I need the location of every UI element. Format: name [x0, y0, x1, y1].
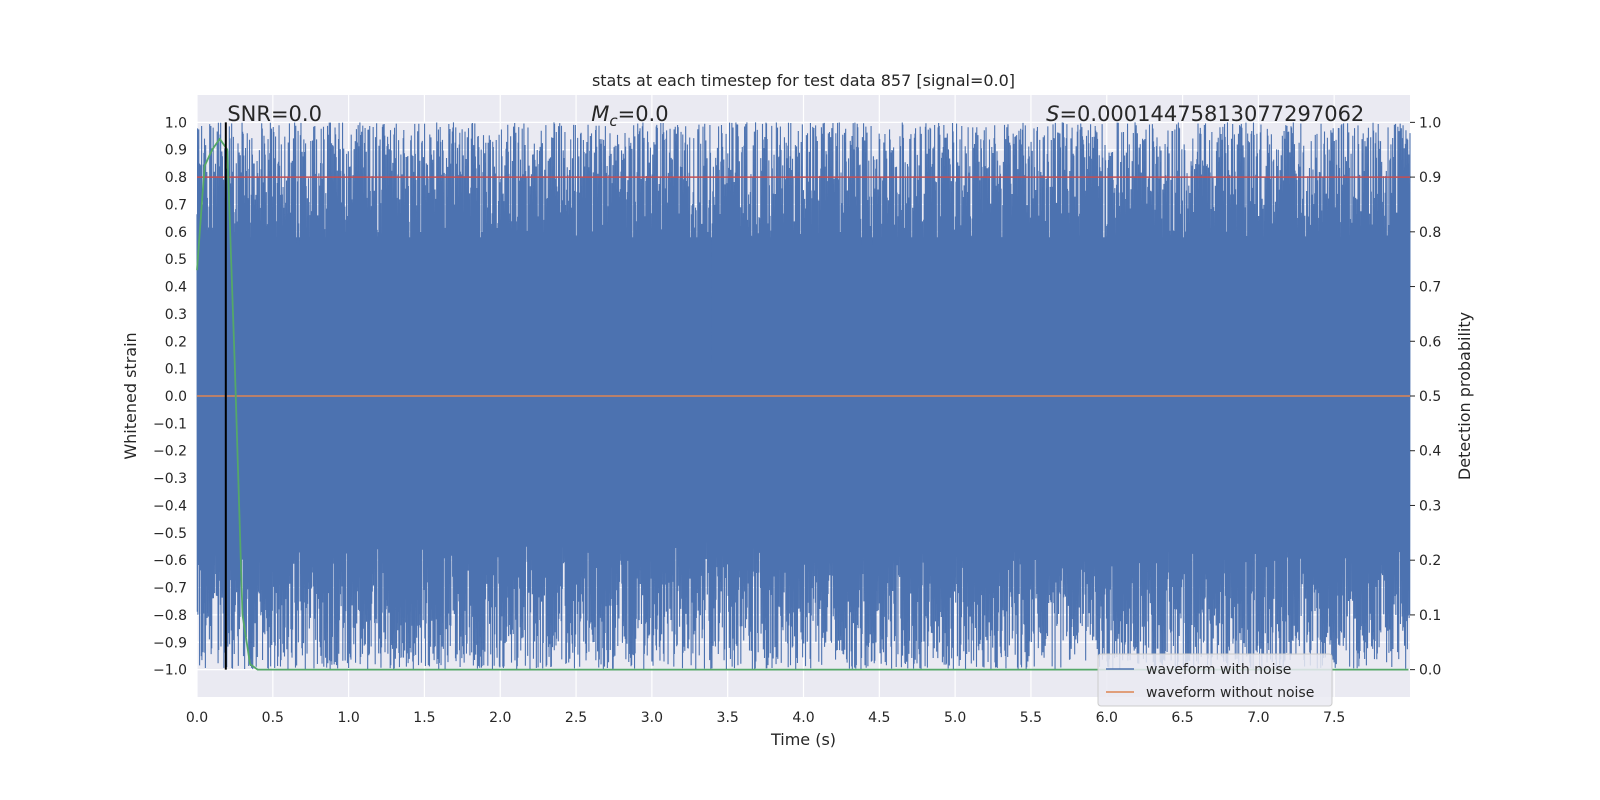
x-tick-label: 6.0: [1096, 710, 1118, 726]
y-left-tick-label: 0.3: [165, 307, 187, 323]
y-axis-right-title: Detection probability: [1455, 312, 1474, 480]
y-right-tick-label: 0.5: [1419, 389, 1441, 405]
y-right-tick-label: 0.1: [1419, 608, 1441, 624]
x-tick-label: 3.5: [717, 710, 739, 726]
chirp-mass-annotation: Mc=0.0: [591, 102, 668, 130]
y-left-tick-label: 0.7: [165, 197, 187, 213]
x-tick-label: 0.5: [262, 710, 284, 726]
y-left-tick-label: 0.6: [165, 225, 187, 241]
y-right-tick-label: 1.0: [1419, 115, 1441, 131]
x-tick-label: 0.0: [186, 710, 208, 726]
legend: waveform with noise waveform without noi…: [1097, 653, 1333, 707]
y-left-tick-label: −0.5: [153, 526, 187, 542]
x-tick-label: 7.5: [1323, 710, 1345, 726]
y-left-tick-label: −0.7: [153, 581, 187, 597]
y-left-tick-label: 0.5: [165, 252, 187, 268]
x-tick-label: 1.0: [337, 710, 359, 726]
y-right-tick-label: 0.6: [1419, 334, 1441, 350]
x-axis-title: Time (s): [770, 730, 836, 749]
x-tick-label: 4.5: [868, 710, 890, 726]
x-tick-label: 4.0: [792, 710, 814, 726]
chirp-mass-subscript: c: [609, 112, 618, 130]
y-right-tick-label: 0.9: [1419, 170, 1441, 186]
chirp-mass-symbol: M: [591, 102, 609, 126]
y-left-tick-label: 1.0: [165, 115, 187, 131]
y-left-tick-label: −0.1: [153, 416, 187, 432]
snr-annotation: SNR=0.0: [227, 102, 322, 126]
y-right-tick-label: 0.3: [1419, 498, 1441, 514]
y-left-tick-label: 0.4: [165, 280, 187, 296]
legend-box: [1097, 653, 1333, 707]
x-tick-label: 2.5: [565, 710, 587, 726]
y-left-tick-label: 0.9: [165, 143, 187, 159]
y-left-tick-label: 0.2: [165, 334, 187, 350]
y-left-tick-label: 0.0: [165, 389, 187, 405]
x-tick-label: 5.5: [1020, 710, 1042, 726]
s-annotation: S=0.00014475813077297062: [1046, 102, 1364, 126]
s-value: =0.00014475813077297062: [1059, 102, 1364, 126]
x-axis-ticks: 0.0 0.5 1.0 1.5 2.0 2.5 3.0 3.5 4.0 4.5 5.0 5.5 6.0 6…: [186, 710, 1345, 726]
y-left-tick-label: −0.9: [153, 635, 187, 651]
x-tick-label: 2.0: [489, 710, 511, 726]
y-right-tick-label: 0.7: [1419, 280, 1441, 296]
plot-area: [196, 122, 1411, 671]
y-left-tick-label: 0.8: [165, 170, 187, 186]
legend-label-waveform-with-noise: waveform with noise: [1146, 662, 1291, 678]
y-left-tick-label: 0.1: [165, 362, 187, 378]
x-tick-label: 7.0: [1247, 710, 1269, 726]
series-waveform-with-noise: [196, 122, 1411, 670]
chirp-mass-value: =0.0: [618, 102, 669, 126]
y-right-tick-label: 0.4: [1419, 444, 1441, 460]
y-right-tick-label: 0.8: [1419, 225, 1441, 241]
y-axis-right-ticks: 0.0 0.1 0.2 0.3 0.4 0.5 0.6 0.7 0.8 0.9 1.0: [1410, 115, 1441, 679]
legend-label-waveform-without-noise: waveform without noise: [1146, 685, 1314, 701]
chart-title: stats at each timestep for test data 857…: [592, 71, 1015, 90]
y-left-tick-label: −0.4: [153, 498, 187, 514]
y-left-tick-label: −0.8: [153, 608, 187, 624]
y-left-tick-label: −0.6: [153, 553, 187, 569]
s-symbol: S: [1046, 102, 1059, 126]
y-left-tick-label: −1.0: [153, 663, 187, 679]
x-tick-label: 5.0: [944, 710, 966, 726]
x-tick-label: 3.0: [641, 710, 663, 726]
x-tick-label: 1.5: [413, 710, 435, 726]
y-axis-left-ticks: −1.0 −0.9 −0.8 −0.7 −0.6 −0.5 −0.4 −0.3 −0.2 −0.1…: [153, 115, 187, 678]
series-detection-probability: [196, 137, 1409, 671]
y-right-tick-label: 0.0: [1419, 663, 1441, 679]
y-left-tick-label: −0.2: [153, 444, 187, 460]
y-axis-left-title: Whitened strain: [121, 332, 140, 459]
y-left-tick-label: −0.3: [153, 471, 187, 487]
y-right-tick-label: 0.2: [1419, 553, 1441, 569]
x-tick-label: 6.5: [1171, 710, 1193, 726]
